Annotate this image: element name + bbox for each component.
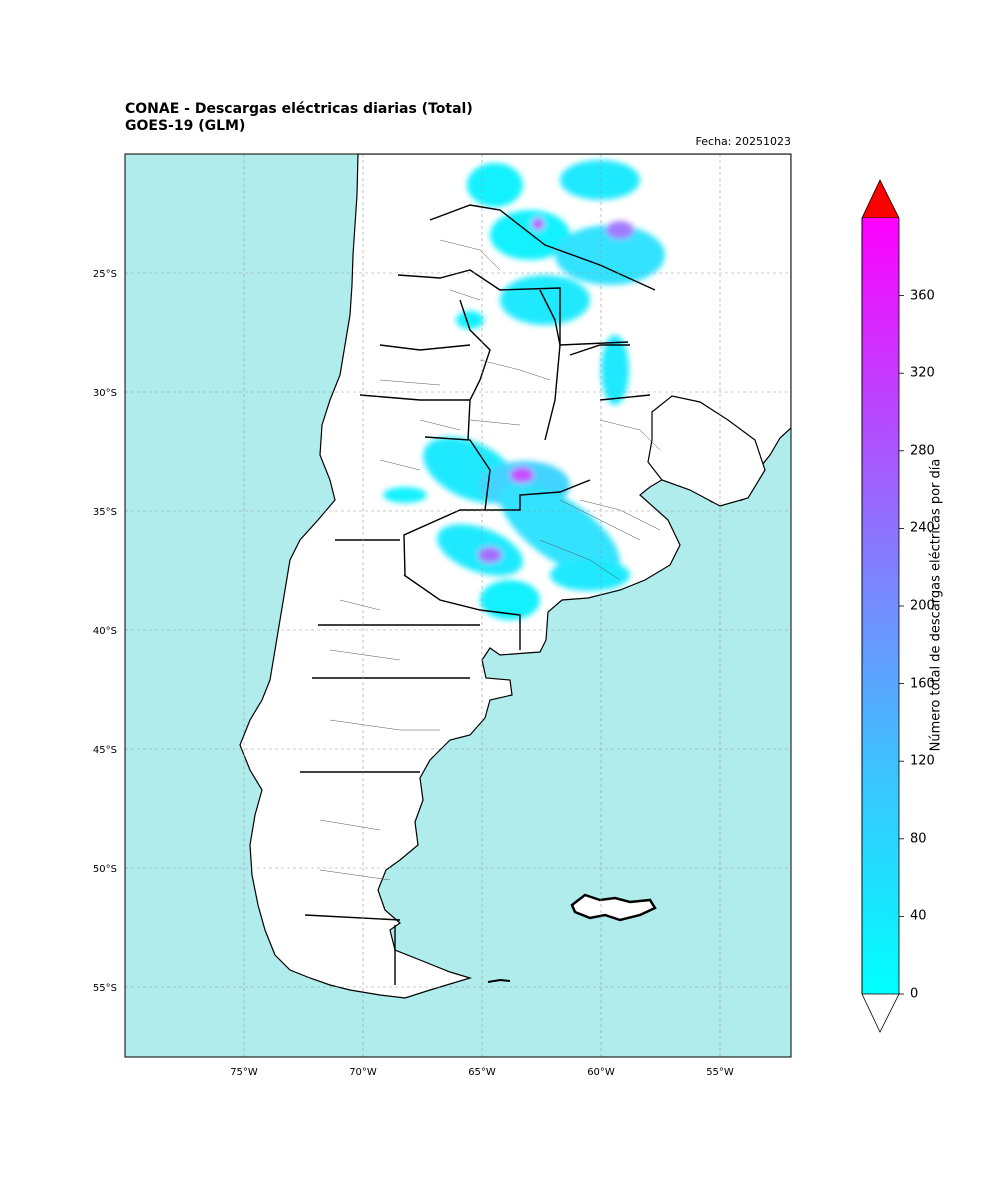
lon-tick: 55°W xyxy=(706,1067,734,1078)
province-boundaries xyxy=(300,204,656,985)
colorbar-tick-label: 320 xyxy=(910,365,935,381)
land-mass xyxy=(239,154,791,999)
lat-tick: 55°S xyxy=(93,983,117,994)
lat-tick: 45°S xyxy=(93,745,117,756)
lat-tick: 50°S xyxy=(93,864,117,875)
lat-tick: 40°S xyxy=(93,626,117,637)
colorbar-tick-label: 0 xyxy=(910,986,919,1002)
lat-tick: 25°S xyxy=(93,269,117,280)
lon-tick: 70°W xyxy=(349,1067,377,1078)
uruguay xyxy=(647,395,766,507)
falkland-islands xyxy=(570,893,657,922)
colorbar-tick-label: 160 xyxy=(910,676,935,692)
date-label: Fecha: 20251023 xyxy=(695,135,791,148)
colorbar-tick-label: 280 xyxy=(910,443,935,459)
map-title: CONAE - Descargas eléctricas diarias (To… xyxy=(125,101,473,117)
lon-tick: 60°W xyxy=(587,1067,615,1078)
colorbar-tick-label: 200 xyxy=(910,598,935,614)
colorbar xyxy=(861,179,904,1033)
lat-tick: 35°S xyxy=(93,507,117,518)
lon-tick: 65°W xyxy=(468,1067,496,1078)
map-frame xyxy=(124,153,792,1058)
isla-de-los-estados xyxy=(487,978,511,983)
lat-tick-labels: 25°S 30°S 35°S 40°S 45°S 50°S 55°S xyxy=(93,269,117,994)
colorbar-under-triangle xyxy=(861,993,900,1033)
colorbar-gradient xyxy=(862,218,899,994)
gridlines xyxy=(125,154,791,1057)
colorbar-tick-label: 360 xyxy=(910,288,935,304)
lon-tick-labels: 75°W 70°W 65°W 60°W 55°W xyxy=(230,1067,734,1078)
colorbar-tick-label: 80 xyxy=(910,831,927,847)
lat-tick: 30°S xyxy=(93,388,117,399)
colorbar-over-triangle xyxy=(861,179,900,219)
colorbar-tick-label: 120 xyxy=(910,753,935,769)
map-subtitle: GOES-19 (GLM) xyxy=(125,118,246,134)
lon-tick: 75°W xyxy=(230,1067,258,1078)
colorbar-tick-label: 40 xyxy=(910,908,927,924)
department-boundaries xyxy=(319,239,661,881)
colorbar-tick-label: 240 xyxy=(910,520,935,536)
